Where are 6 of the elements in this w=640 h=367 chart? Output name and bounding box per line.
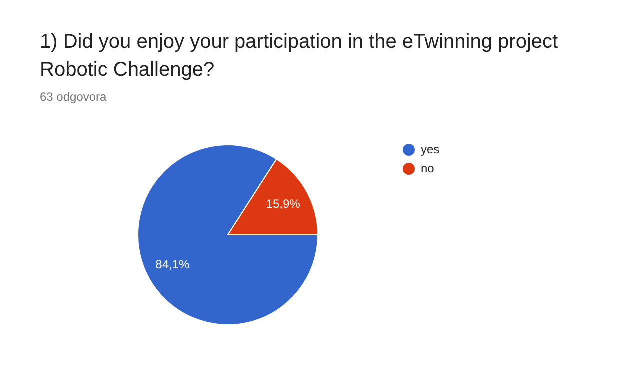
legend-label: yes (421, 142, 440, 156)
legend-label: no (421, 161, 435, 176)
data-label: 84,1% (156, 257, 190, 272)
chart-title: 1) Did you enjoy your participation in the eTwinning project Robotic Challenge? (40, 30, 560, 83)
data-label: 15,9% (266, 197, 301, 212)
chart-subtitle: 63 odgovora (40, 90, 107, 104)
